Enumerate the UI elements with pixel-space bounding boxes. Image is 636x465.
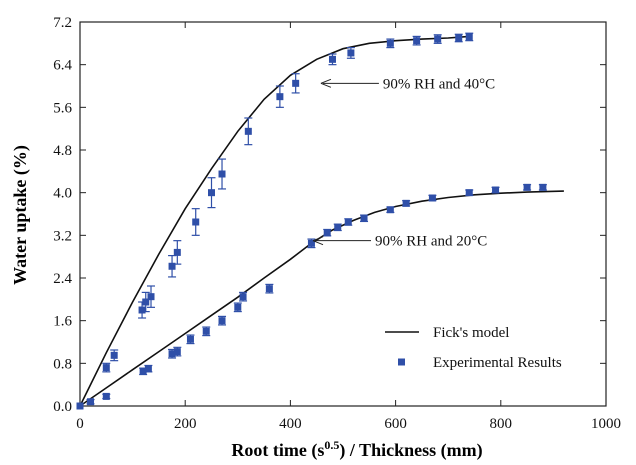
data-point bbox=[465, 189, 473, 197]
data-point bbox=[523, 183, 531, 191]
legend-model-label: Fick's model bbox=[433, 325, 509, 341]
y-tick-label: 3.2 bbox=[53, 228, 72, 244]
data-point bbox=[465, 33, 473, 41]
data-point bbox=[344, 218, 352, 226]
y-tick-label: 2.4 bbox=[53, 271, 72, 287]
data-point bbox=[218, 170, 226, 178]
data-point bbox=[76, 402, 84, 410]
legend-exp-swatch bbox=[398, 358, 405, 366]
data-point bbox=[265, 285, 273, 293]
experimental-points bbox=[76, 32, 547, 410]
data-point bbox=[323, 229, 331, 237]
legend: Fick's model Experimental Results bbox=[385, 325, 562, 371]
annotation-label: 90% RH and 40°C bbox=[383, 76, 495, 92]
data-point bbox=[87, 398, 95, 406]
data-point bbox=[347, 49, 355, 57]
axis-ticks: 0 200 400 600 800 1000 0.0 0.8 1.6 2.4 3.2 4.0 4.8 5.… bbox=[53, 15, 621, 432]
legend-exp-label: Experimental Results bbox=[433, 355, 562, 371]
data-point bbox=[202, 327, 210, 335]
data-point bbox=[492, 186, 500, 194]
data-point bbox=[138, 306, 146, 314]
y-tick-label: 4.8 bbox=[53, 143, 72, 159]
y-tick-label: 4.0 bbox=[53, 186, 72, 202]
x-tick-label: 0 bbox=[76, 416, 84, 432]
data-point bbox=[328, 55, 336, 63]
y-tick-label: 0.8 bbox=[53, 356, 72, 372]
data-point bbox=[218, 317, 226, 325]
data-point bbox=[208, 189, 215, 197]
data-point bbox=[455, 34, 463, 42]
y-axis-title: Water uptake (%) bbox=[10, 145, 31, 285]
data-point bbox=[192, 218, 200, 226]
x-tick-label: 600 bbox=[384, 416, 407, 432]
data-point bbox=[144, 365, 152, 373]
data-point bbox=[102, 364, 110, 372]
data-point bbox=[102, 392, 110, 400]
arrow-head bbox=[312, 236, 324, 246]
data-point bbox=[434, 35, 442, 43]
y-tick-label: 0.0 bbox=[53, 399, 72, 415]
data-point bbox=[139, 367, 147, 375]
data-point bbox=[428, 194, 436, 202]
y-tick-label: 1.6 bbox=[53, 314, 72, 330]
data-point bbox=[360, 214, 368, 222]
arrow-head bbox=[320, 78, 332, 88]
y-tick-label: 5.6 bbox=[53, 100, 72, 116]
data-point bbox=[276, 93, 284, 101]
data-point bbox=[142, 298, 150, 306]
x-tick-label: 200 bbox=[174, 416, 197, 432]
data-point bbox=[147, 293, 155, 301]
data-point bbox=[539, 183, 547, 191]
y-tick-label: 6.4 bbox=[53, 58, 72, 74]
data-point bbox=[168, 350, 176, 358]
data-point bbox=[292, 79, 300, 87]
annotation-label: 90% RH and 20°C bbox=[375, 234, 487, 250]
data-point bbox=[168, 262, 176, 270]
annotations: 90% RH and 40°C 90% RH and 20°C bbox=[312, 76, 495, 250]
y-tick-label: 7.2 bbox=[53, 15, 72, 31]
model-curve bbox=[79, 35, 470, 407]
data-point bbox=[244, 127, 252, 135]
x-tick-label: 1000 bbox=[591, 416, 621, 432]
data-point bbox=[110, 351, 118, 359]
data-point bbox=[234, 303, 242, 311]
data-point bbox=[307, 239, 315, 247]
x-tick-label: 400 bbox=[279, 416, 302, 432]
data-point bbox=[173, 248, 181, 256]
x-tick-label: 800 bbox=[490, 416, 513, 432]
x-axis-title: Root time (s0.5) / Thickness (mm) bbox=[231, 438, 482, 461]
data-point bbox=[173, 348, 181, 356]
data-point bbox=[402, 199, 410, 207]
data-point bbox=[186, 335, 194, 343]
plot-border bbox=[79, 21, 607, 407]
data-point bbox=[413, 37, 421, 45]
data-point bbox=[386, 206, 394, 214]
data-point bbox=[334, 223, 342, 231]
data-point bbox=[386, 39, 394, 47]
data-point bbox=[239, 293, 247, 301]
plot-frame bbox=[79, 21, 607, 407]
